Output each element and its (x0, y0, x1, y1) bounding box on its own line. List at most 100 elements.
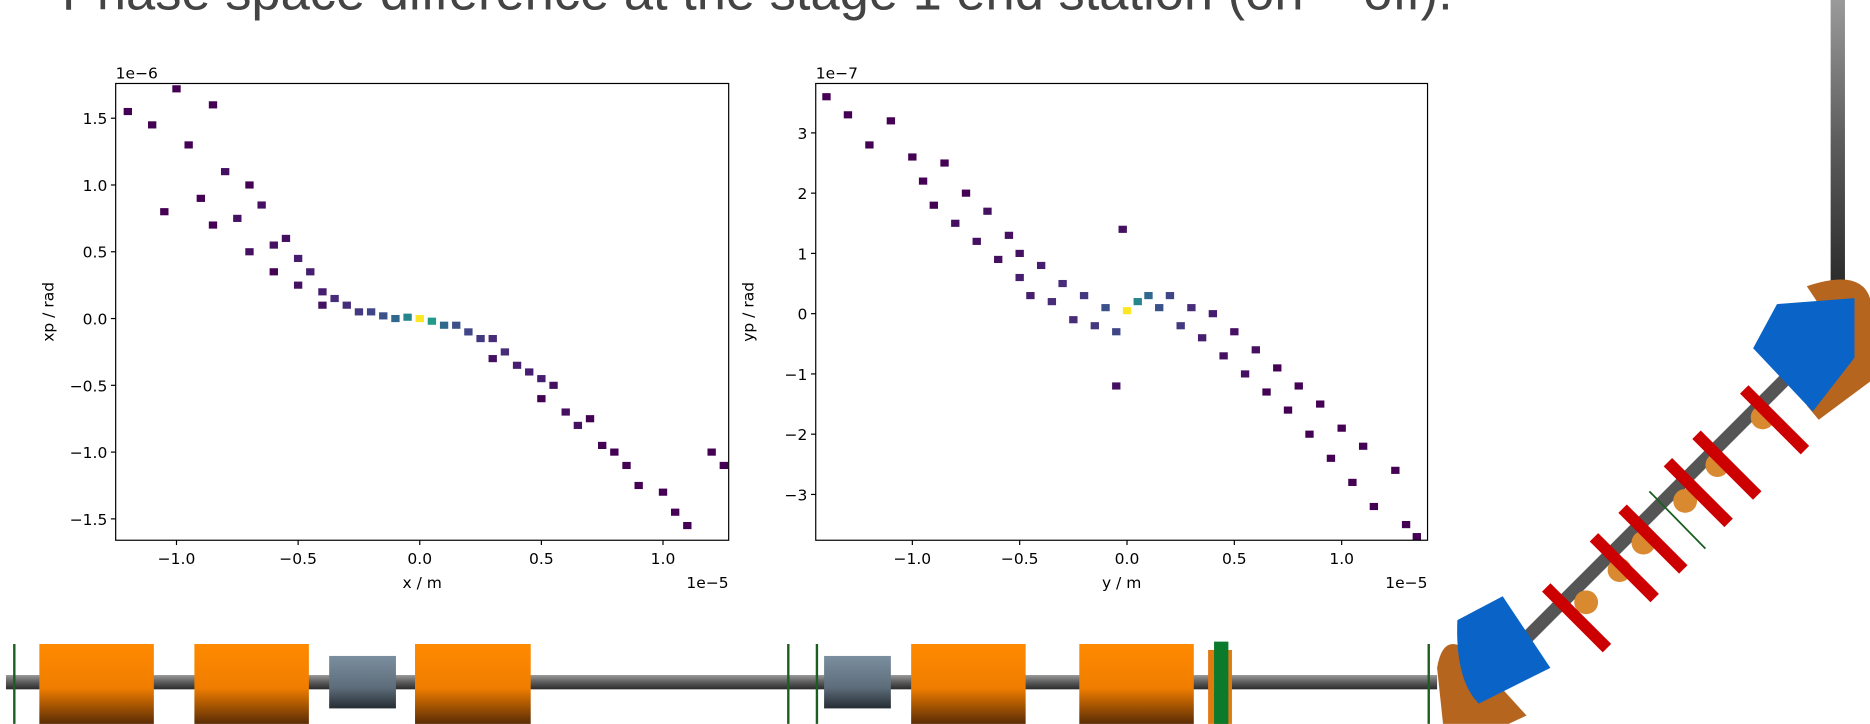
y-tick-label: −0.5 (70, 377, 108, 395)
heatmap-cell (1230, 328, 1239, 336)
heatmap-cell (1122, 307, 1132, 315)
heatmap-cell (1118, 225, 1127, 233)
marker (1648, 490, 1707, 550)
diagonal-pipe (1462, 317, 1848, 703)
heatmap-cell (512, 361, 522, 369)
heatmap-cell (1197, 334, 1207, 342)
heatmap-cell (1015, 249, 1024, 257)
heatmap-cell (464, 328, 473, 336)
correctors (1542, 385, 1810, 653)
heatmap-cell (658, 488, 668, 496)
heatmap-cell (1015, 273, 1024, 282)
heatmap-cell (269, 268, 278, 276)
heatmap-cell (1240, 370, 1250, 378)
heatmap-cell (1391, 466, 1400, 474)
heatmap-cell (245, 181, 254, 189)
heatmap-cell (1112, 328, 1121, 336)
heatmap-cell (719, 461, 728, 470)
heatmap-cell (610, 448, 619, 456)
heatmap-cell (983, 207, 992, 215)
heatmap-cell (1358, 442, 1368, 450)
heatmap-cell (366, 308, 376, 316)
y-tick-label: −3 (785, 486, 808, 504)
x-tick-label: −0.5 (279, 550, 317, 568)
heatmap-cell (318, 288, 327, 296)
x-tick-label: 0.0 (407, 550, 432, 568)
x-tick-label: −1.0 (894, 550, 932, 568)
y-tick-label: −1.5 (70, 511, 108, 529)
heatmap-cell (886, 117, 896, 125)
heatmap-cell (951, 219, 960, 227)
heatmap-cell (683, 521, 692, 530)
heatmap-cell (488, 355, 497, 363)
heatmap-cell (1219, 352, 1228, 360)
heatmap-cell (1069, 316, 1078, 324)
heatmap-cell (172, 85, 181, 93)
heatmap-cell (391, 314, 400, 323)
heatmap-cell (1401, 521, 1411, 529)
quadrupoles (39, 644, 1194, 724)
markers (13, 644, 1430, 724)
heatmap-cell (208, 221, 218, 229)
dipole (1457, 596, 1551, 704)
slide-title: Phase space difference at the stage 1 en… (62, 0, 1453, 22)
y-tick-label: 1.5 (83, 110, 108, 128)
x-axis-label: x / m (403, 574, 442, 592)
y-tick-label: 0.0 (83, 311, 108, 329)
heatmap-cell (561, 408, 570, 416)
heatmap-cell (184, 141, 193, 149)
y-tick-label: 0.5 (83, 244, 108, 262)
heatmap-cell (1036, 261, 1046, 270)
heatmap-cell (1047, 298, 1057, 306)
dipole (1753, 298, 1855, 412)
heatmap-cell (1316, 400, 1325, 408)
heatmap-cell (196, 194, 205, 202)
heatmap-cell (537, 395, 546, 403)
magnets (1574, 405, 1775, 615)
heatmap-cell (1144, 292, 1153, 300)
heatmap-cell (634, 481, 643, 490)
heatmap-cell (245, 248, 254, 256)
heatmap-cell (318, 301, 327, 309)
heatmap-cell (1187, 304, 1196, 312)
heatmap-cell (160, 208, 169, 216)
heatmap-cell (585, 415, 595, 423)
y-tick-label: 2 (798, 185, 808, 203)
heatmap-cell (123, 107, 133, 116)
heatmap-cell (439, 321, 449, 329)
heatmap-cell (1004, 231, 1014, 239)
y-axis-label: xp / rad (40, 282, 58, 342)
y-tick-label: −1.0 (70, 444, 108, 462)
heatmap-cell (293, 254, 303, 263)
heatmap-cell (403, 313, 412, 321)
y-tick-label: 3 (798, 125, 808, 143)
heatmap-cell (670, 508, 680, 516)
x-tick-label: −1.0 (158, 550, 196, 568)
heatmap-cell (1208, 310, 1218, 318)
heatmap-cell (1058, 279, 1067, 288)
heatmap-cell (1369, 502, 1379, 511)
x-offset-label: 1e−5 (686, 574, 728, 592)
beamline (5, 0, 1870, 724)
x-offset-label: 1e−5 (1385, 574, 1427, 592)
heatmap-cell (622, 461, 631, 470)
heatmap-cell (707, 448, 716, 456)
heatmap-cell (1273, 364, 1282, 372)
heatmap-cell (525, 368, 534, 376)
heatmap-cell (379, 312, 388, 320)
heatmap-cell (1090, 322, 1099, 330)
heatmap-cell (208, 101, 218, 109)
heatmap-cell (1412, 533, 1421, 541)
heatmap-cell (306, 268, 315, 276)
heatmap-cell (269, 241, 278, 249)
y-offset-label: 1e−7 (816, 65, 858, 83)
heatmap-cell (1294, 382, 1303, 390)
x-tick-label: 0.0 (1115, 550, 1140, 568)
heatmap-cell (147, 121, 157, 129)
heatmap-cell (220, 168, 230, 176)
slide-content: Phase space difference at the stage 1 en… (5, 0, 1870, 724)
heatmap-cell (573, 421, 583, 429)
heatmap-cell (427, 317, 437, 325)
heatmap-cell (940, 159, 949, 167)
heatmap-cell (1133, 298, 1142, 306)
